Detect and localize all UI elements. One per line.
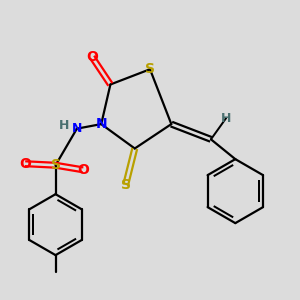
Text: H: H (59, 118, 69, 131)
Text: N: N (72, 122, 82, 135)
Text: S: S (121, 178, 130, 192)
Text: O: O (77, 163, 89, 177)
Text: N: N (95, 117, 107, 131)
Text: S: S (50, 158, 61, 172)
Text: S: S (145, 62, 155, 76)
Text: O: O (19, 157, 31, 171)
Text: O: O (86, 50, 98, 64)
Text: H: H (221, 112, 231, 124)
